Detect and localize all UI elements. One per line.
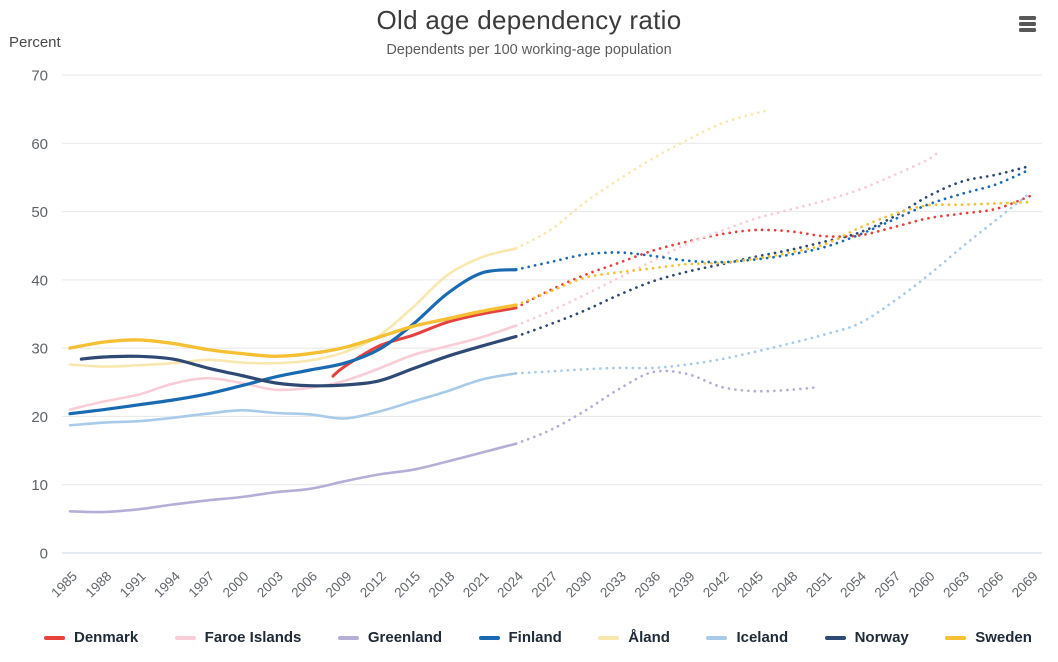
series-line-iceland[interactable] xyxy=(68,372,518,427)
x-tick-label: 2057 xyxy=(872,569,904,601)
series-projection-land[interactable] xyxy=(514,109,769,250)
legend-marker-icon xyxy=(44,635,65,640)
y-axis-title: Percent xyxy=(9,34,61,51)
series-projection-iceland[interactable] xyxy=(514,191,1032,375)
x-tick-label: 2060 xyxy=(906,569,938,601)
x-tick-label: 1997 xyxy=(185,569,217,601)
legend-item-sweden[interactable]: Sweden xyxy=(945,629,1032,646)
legend-item-land[interactable]: Åland xyxy=(598,629,670,646)
series-line-sweden[interactable] xyxy=(68,303,518,358)
x-tick-label: 2006 xyxy=(288,569,320,601)
x-tick-label: 2012 xyxy=(357,569,389,601)
series-projection-greenland[interactable] xyxy=(514,369,815,446)
x-tick-label: 2042 xyxy=(700,569,732,601)
legend-label: Iceland xyxy=(736,629,789,646)
x-tick-label: 2003 xyxy=(254,569,286,601)
legend-marker-icon xyxy=(478,635,500,640)
legend-item-greenland[interactable]: Greenland xyxy=(337,629,443,646)
legend-marker-icon xyxy=(174,635,196,640)
x-tick-label: 1988 xyxy=(83,569,115,601)
legend-label: Norway xyxy=(854,629,909,646)
y-tick-label: 30 xyxy=(31,341,48,358)
x-tick-label: 2000 xyxy=(220,569,252,601)
legend-label: Sweden xyxy=(975,629,1032,646)
y-tick-label: 0 xyxy=(40,546,48,563)
y-tick-label: 40 xyxy=(31,272,48,289)
x-tick-label: 2027 xyxy=(529,569,561,601)
legend-label: Greenland xyxy=(367,629,443,646)
x-tick-label: 2021 xyxy=(460,569,492,601)
legend-item-iceland[interactable]: Iceland xyxy=(706,629,788,646)
x-tick-label: 2033 xyxy=(597,569,629,601)
chart-title: Old age dependency ratio xyxy=(376,5,682,35)
series-line-norway[interactable] xyxy=(79,334,518,388)
hamburger-icon xyxy=(1018,28,1036,32)
y-tick-label: 60 xyxy=(31,136,48,153)
legend-marker-icon xyxy=(337,635,359,640)
y-tick-label: 70 xyxy=(31,68,48,85)
x-tick-label: 2063 xyxy=(940,569,972,601)
legend-marker-icon xyxy=(945,635,967,640)
chart-context-menu-button[interactable] xyxy=(1015,12,1039,36)
legend-label: Finland xyxy=(508,629,562,646)
y-tick-label: 50 xyxy=(31,204,48,221)
series-line-denmark[interactable] xyxy=(331,306,518,378)
legend-marker-icon xyxy=(824,635,846,640)
series-line-faroe-islands[interactable] xyxy=(68,324,518,411)
x-tick-label: 2036 xyxy=(631,569,663,601)
x-tick-label: 2024 xyxy=(494,568,526,600)
legend-item-denmark[interactable]: Denmark xyxy=(44,629,138,646)
x-tick-label: 2048 xyxy=(769,569,801,601)
hamburger-icon xyxy=(1018,16,1036,20)
x-tick-label: 2045 xyxy=(734,569,766,601)
series-line-greenland[interactable] xyxy=(68,442,518,514)
x-tick-label: 2015 xyxy=(391,569,423,601)
x-tick-label: 2069 xyxy=(1009,569,1041,601)
hamburger-icon xyxy=(1018,22,1036,26)
legend-item-norway[interactable]: Norway xyxy=(824,629,909,646)
legend-item-faroe-islands[interactable]: Faroe Islands xyxy=(174,629,302,646)
series-line-land[interactable] xyxy=(68,247,518,368)
legend-item-finland[interactable]: Finland xyxy=(478,629,562,646)
legend-label: Faroe Islands xyxy=(204,629,302,646)
y-tick-label: 20 xyxy=(31,409,48,426)
x-tick-label: 2030 xyxy=(563,569,595,601)
chart-subtitle: Dependents per 100 working-age populatio… xyxy=(386,42,672,58)
series-projection-norway[interactable] xyxy=(514,164,1032,338)
x-tick-label: 2009 xyxy=(323,569,355,601)
legend-marker-icon xyxy=(598,635,620,640)
y-tick-label: 10 xyxy=(31,477,48,494)
legend-marker-icon xyxy=(706,635,728,640)
series-projection-finland[interactable] xyxy=(514,167,1032,271)
x-tick-label: 2039 xyxy=(666,569,698,601)
series-projection-faroe-islands[interactable] xyxy=(514,150,941,327)
x-tick-label: 2054 xyxy=(837,568,869,600)
x-tick-label: 1994 xyxy=(151,568,183,600)
x-tick-label: 1991 xyxy=(117,569,149,601)
legend-label: Denmark xyxy=(74,629,139,646)
series-projection-sweden[interactable] xyxy=(514,200,1032,307)
x-tick-label: 1985 xyxy=(48,569,80,601)
x-tick-label: 2066 xyxy=(975,569,1007,601)
x-tick-label: 2051 xyxy=(803,569,835,601)
x-tick-label: 2018 xyxy=(426,569,458,601)
series-line-finland[interactable] xyxy=(68,268,518,416)
chart-legend: Denmark Faroe Islands Greenland Finland Ålan… xyxy=(44,629,1032,646)
legend-label: Åland xyxy=(628,629,670,646)
